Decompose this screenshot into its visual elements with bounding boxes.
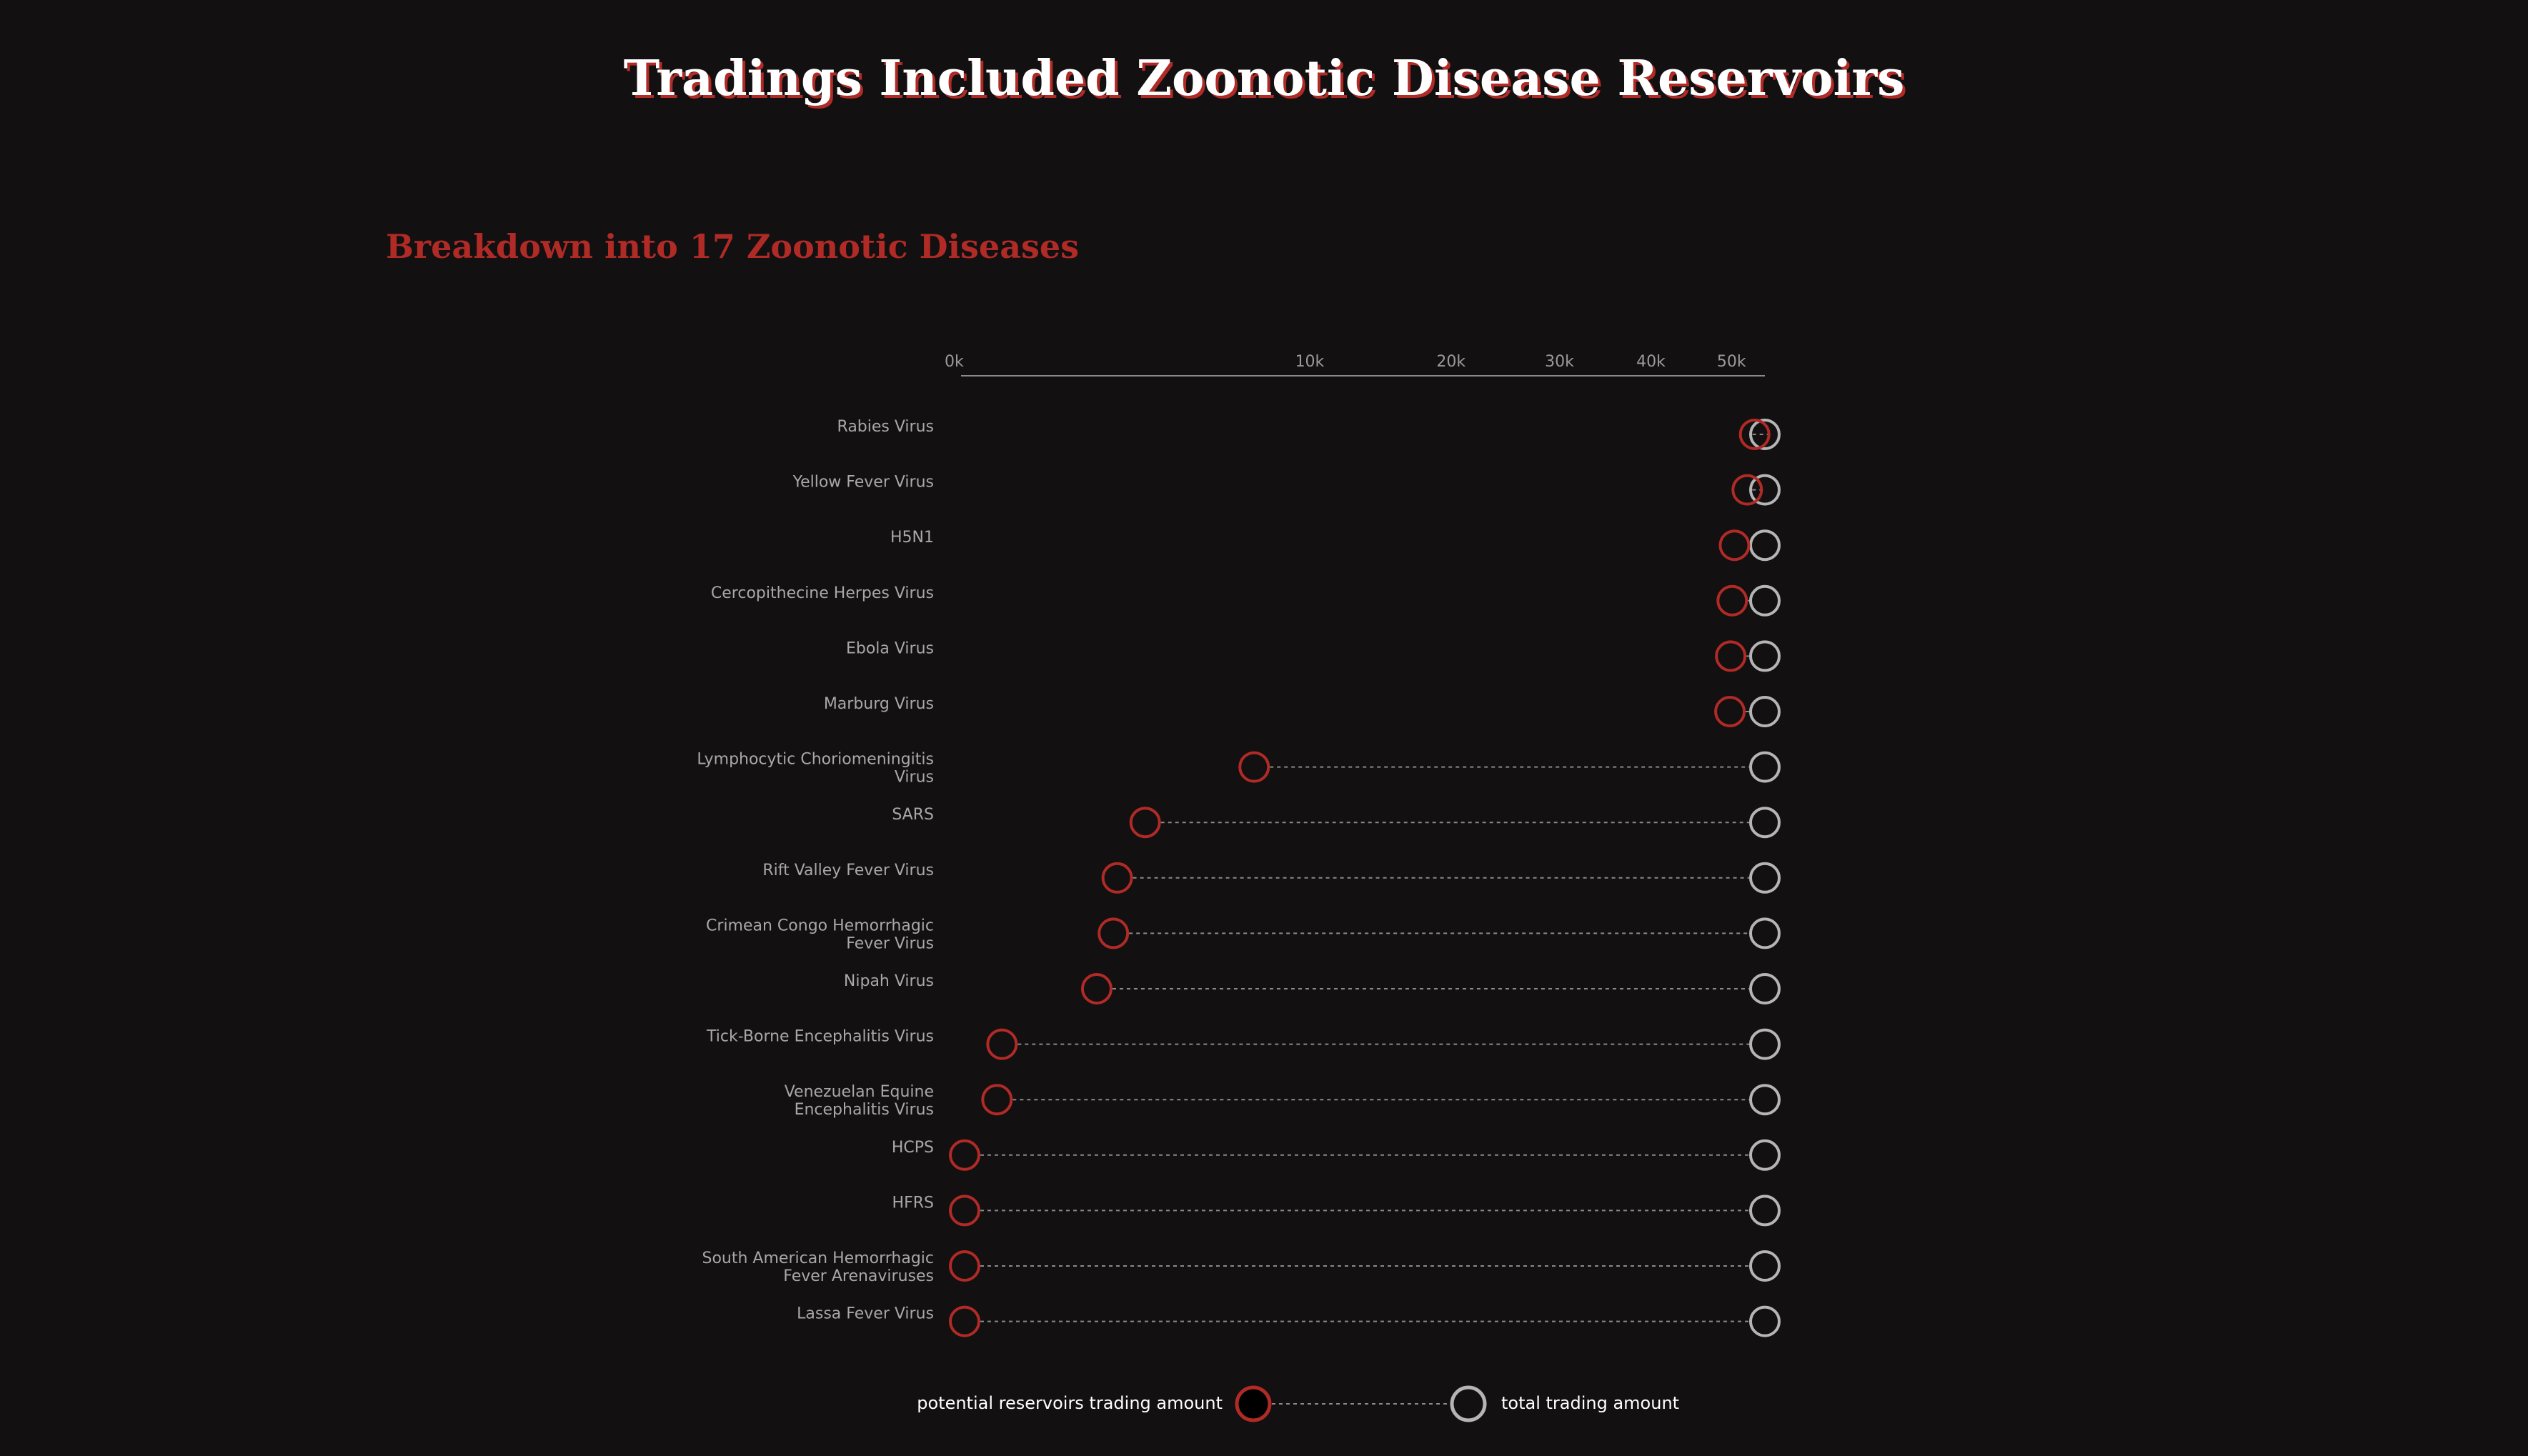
potential-marker <box>949 1250 980 1282</box>
category-label: Rabies Virus <box>837 418 934 436</box>
category-label: Fever Virus <box>846 934 934 952</box>
chart-row: Marburg Virus <box>824 695 1781 727</box>
category-label: Crimean Congo Hemorrhagic <box>706 917 934 934</box>
legend-label-potential: potential reservoirs trading amount <box>917 1393 1223 1413</box>
potential-marker <box>1238 751 1270 783</box>
total-marker <box>1749 474 1781 506</box>
potential-marker <box>1738 419 1771 450</box>
total-marker <box>1749 1028 1781 1060</box>
legend: potential reservoirs trading amount tota… <box>917 1385 1679 1422</box>
chart-row: Rift Valley Fever Virus <box>762 862 1781 894</box>
potential-marker <box>981 1084 1013 1116</box>
total-marker <box>1749 917 1781 949</box>
category-label: Cercopithecine Herpes Virus <box>711 584 934 602</box>
chart-row: Ebola Virus <box>846 639 1781 672</box>
potential-marker <box>949 1139 980 1171</box>
x-tick-label: 30k <box>1545 353 1574 371</box>
x-tick-label: 0k <box>945 353 964 371</box>
potential-marker <box>1716 584 1748 617</box>
total-marker <box>1749 973 1781 1004</box>
potential-marker <box>949 1195 980 1227</box>
potential-marker <box>1098 917 1130 949</box>
category-label: H5N1 <box>890 529 934 547</box>
total-marker <box>1749 1139 1781 1171</box>
category-label: Venezuelan Equine <box>785 1083 934 1101</box>
potential-marker <box>1714 696 1746 727</box>
legend-label-total: total trading amount <box>1501 1393 1679 1413</box>
total-marker <box>1749 751 1781 783</box>
chart-row: HFRS <box>892 1194 1781 1227</box>
x-tick-label: 20k <box>1436 353 1465 371</box>
category-label: Marburg Virus <box>824 695 934 713</box>
x-tick-label: 10k <box>1295 353 1325 371</box>
chart-row: SARS <box>892 806 1781 839</box>
potential-marker <box>986 1028 1018 1060</box>
category-label: HFRS <box>892 1194 934 1212</box>
chart-row: Tick-Borne Encephalitis Virus <box>706 1028 1781 1060</box>
potential-marker <box>1715 640 1747 672</box>
legend-marker-total <box>1450 1385 1487 1422</box>
category-label: SARS <box>892 806 934 824</box>
x-tick-label: 40k <box>1636 353 1666 371</box>
category-label: Lymphocytic Choriomeningitis <box>697 751 934 769</box>
chart-row: Lassa Fever Virus <box>797 1305 1781 1337</box>
total-marker <box>1749 1250 1781 1282</box>
category-label: Tick-Borne Encephalitis Virus <box>706 1028 934 1046</box>
total-marker <box>1749 696 1781 727</box>
total-marker <box>1749 862 1781 894</box>
total-marker <box>1749 807 1781 839</box>
category-label: Virus <box>895 769 934 787</box>
legend-marker-potential <box>1235 1385 1272 1422</box>
chart-row: Nipah Virus <box>844 972 1781 1004</box>
total-marker <box>1749 1305 1781 1337</box>
potential-marker <box>1080 973 1113 1004</box>
chart-row: Yellow Fever Virus <box>792 474 1781 506</box>
category-label: South American Hemorrhagic <box>702 1250 935 1267</box>
total-marker <box>1749 1084 1781 1116</box>
total-marker <box>1749 419 1781 450</box>
category-label: Lassa Fever Virus <box>797 1305 934 1323</box>
potential-marker <box>1731 474 1763 506</box>
category-label: Fever Arenaviruses <box>783 1267 934 1285</box>
chart-row: H5N1 <box>890 529 1781 562</box>
potential-marker <box>1101 862 1133 894</box>
chart-subtitle: Breakdown into 17 Zoonotic Diseases <box>386 227 1080 266</box>
category-label: Ebola Virus <box>846 639 934 657</box>
potential-marker <box>949 1305 980 1337</box>
category-label: HCPS <box>892 1139 934 1157</box>
potential-marker <box>1129 807 1161 839</box>
chart-rows: Rabies Virus Yellow Fever Virus H5N1 Cercop… <box>697 418 1781 1337</box>
total-marker <box>1749 640 1781 672</box>
category-label: Encephalitis Virus <box>795 1101 934 1119</box>
total-marker <box>1749 529 1781 562</box>
chart-row: Rabies Virus <box>837 418 1781 450</box>
category-label: Nipah Virus <box>844 972 934 990</box>
potential-marker <box>1718 529 1751 562</box>
total-marker <box>1749 1195 1781 1227</box>
category-label: Yellow Fever Virus <box>792 474 934 492</box>
x-axis: 0k 10k 20k 30k 40k 50k <box>945 353 1765 377</box>
chart-title: Tradings Included Zoonotic Disease Reser… <box>623 50 1905 107</box>
category-label: Rift Valley Fever Virus <box>762 862 934 879</box>
total-marker <box>1749 584 1781 617</box>
chart-row: Cercopithecine Herpes Virus <box>711 584 1781 617</box>
x-tick-label: 50k <box>1717 353 1746 371</box>
chart-row: HCPS <box>892 1139 1781 1171</box>
